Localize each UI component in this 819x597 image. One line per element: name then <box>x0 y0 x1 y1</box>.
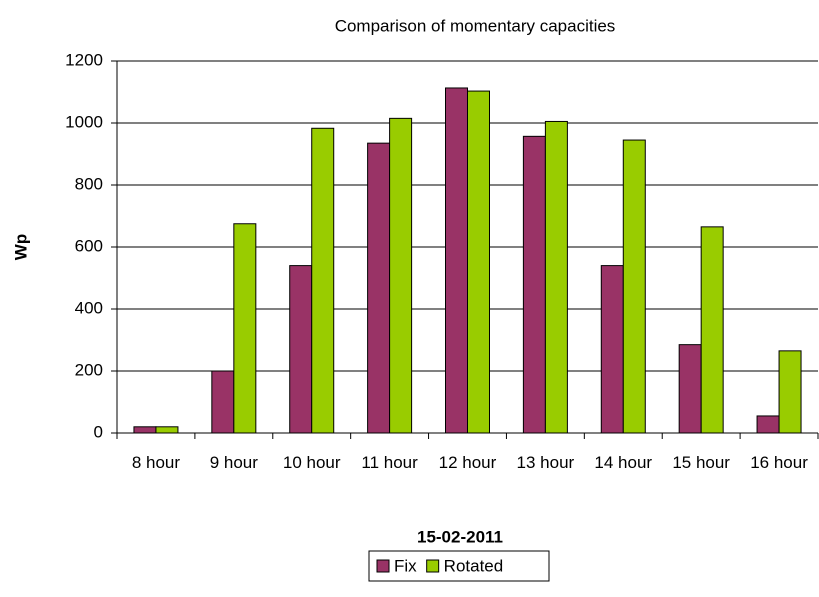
legend-swatch <box>426 559 440 573</box>
bar <box>289 265 313 434</box>
chart-title: Comparison of momentary capacities <box>335 16 616 35</box>
bar <box>155 426 179 434</box>
y-tick-label: 1200 <box>65 50 103 69</box>
y-tick-label: 400 <box>75 298 103 317</box>
bar <box>211 370 235 434</box>
bar <box>544 120 568 434</box>
x-tick-label: 12 hour <box>438 453 497 472</box>
legend-label: Fix <box>394 556 417 575</box>
x-axis-label: 15-02-2011 <box>417 527 503 546</box>
bar <box>756 415 780 434</box>
x-tick-label: 15 hour <box>672 453 730 472</box>
bar <box>367 142 391 434</box>
y-tick-label: 0 <box>94 422 103 441</box>
bar <box>467 90 490 434</box>
y-tick-label: 1000 <box>65 112 103 131</box>
bar <box>778 350 802 434</box>
x-tick-label: 16 hour <box>750 453 808 472</box>
x-tick-label: 9 hour <box>209 453 258 472</box>
y-tick-label: 800 <box>75 174 103 193</box>
bar <box>678 344 702 434</box>
x-tick-label: 13 hour <box>516 453 575 472</box>
x-tick-label: 11 hour <box>361 453 418 472</box>
bar <box>600 265 624 434</box>
bar <box>233 223 257 434</box>
x-tick-label: 10 hour <box>282 453 341 472</box>
bar <box>700 226 724 434</box>
bar <box>445 87 468 434</box>
x-tick-label: 14 hour <box>594 453 653 472</box>
y-axis-label: Wp <box>11 234 30 260</box>
bar <box>522 135 546 434</box>
legend-label: Rotated <box>444 556 504 575</box>
x-tick-label: 8 hour <box>131 453 181 472</box>
bar <box>622 139 646 434</box>
y-tick-label: 600 <box>75 236 103 255</box>
legend-box <box>368 550 550 582</box>
legend-swatch <box>376 559 390 573</box>
bar <box>133 426 157 434</box>
y-tick-label: 200 <box>75 360 103 379</box>
bar <box>311 127 335 434</box>
bar <box>389 117 413 434</box>
